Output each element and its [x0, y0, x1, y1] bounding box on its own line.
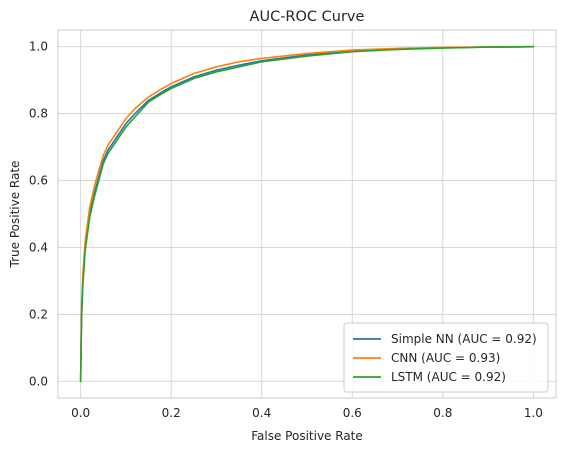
x-tick-label: 0.6: [343, 406, 362, 420]
plot-frame: [57, 29, 557, 399]
x-tick-label: 0.8: [433, 406, 452, 420]
series-group: [79, 45, 535, 383]
series-line-lstm: [79, 45, 535, 383]
y-tick-label: 0.8: [29, 107, 48, 121]
y-tick-label: 0.2: [29, 307, 48, 321]
legend-entry-cnn: CNN (AUC = 0.93): [391, 351, 500, 365]
y-axis-label: True Positive Rate: [8, 161, 22, 269]
legend: Simple NN (AUC = 0.92) CNN (AUC = 0.93) …: [343, 322, 549, 393]
x-tick-label: 0.4: [252, 406, 271, 420]
chart-title: AUC-ROC Curve: [250, 9, 365, 25]
x-tick-label: 0.2: [162, 406, 181, 420]
grid: [58, 30, 556, 398]
x-tick-labels: 0.0 0.2 0.4 0.6 0.8 1.0: [71, 406, 543, 420]
legend-entry-lstm: LSTM (AUC = 0.92): [391, 370, 506, 384]
y-tick-label: 1.0: [29, 40, 48, 54]
x-axis-label: False Positive Rate: [251, 429, 363, 443]
y-tick-label: 0.0: [29, 374, 48, 388]
legend-entry-simple-nn: Simple NN (AUC = 0.92): [391, 332, 537, 346]
y-tick-label: 0.4: [29, 240, 48, 254]
y-tick-label: 0.6: [29, 174, 48, 188]
y-tick-labels: 0.0 0.2 0.4 0.6 0.8 1.0: [29, 40, 48, 389]
legend-box: [343, 322, 549, 393]
series-line-cnn: [79, 45, 535, 383]
x-tick-label: 1.0: [524, 406, 543, 420]
x-tick-label: 0.0: [71, 406, 90, 420]
